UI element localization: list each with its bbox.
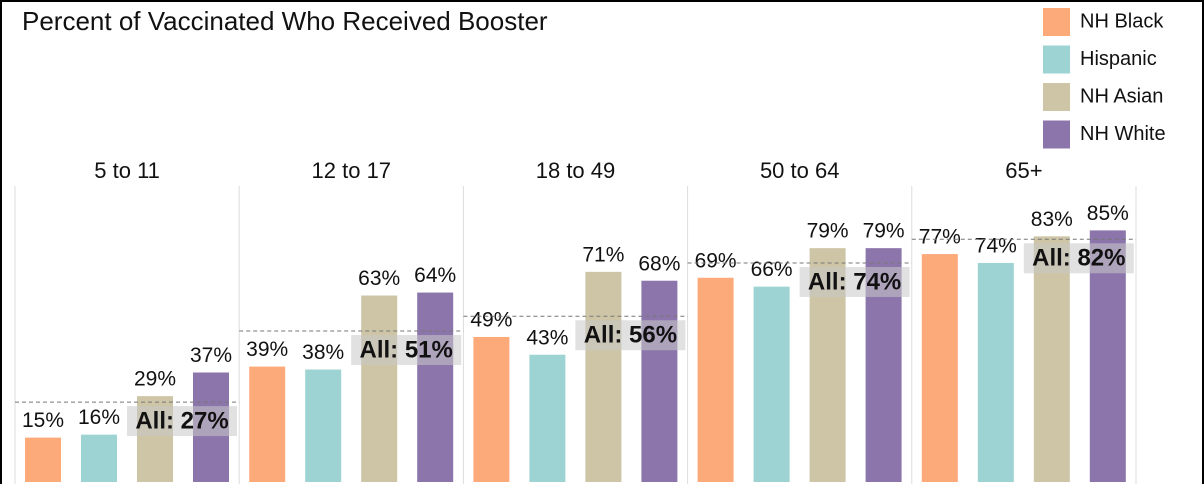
value-label: 77% <box>919 226 961 249</box>
bar <box>1033 236 1070 482</box>
value-label: 79% <box>863 220 905 243</box>
value-label: 15% <box>22 409 64 432</box>
value-label: 37% <box>190 344 232 367</box>
bar <box>25 437 61 482</box>
value-label: 38% <box>302 341 344 364</box>
overall-label: All: 56% <box>584 322 677 349</box>
overall-label-bg <box>575 320 686 351</box>
group-label: 50 to 64 <box>760 158 840 183</box>
value-label: 71% <box>582 243 624 266</box>
bar <box>249 366 286 482</box>
bar <box>81 434 117 482</box>
legend-label: Hispanic <box>1080 48 1157 70</box>
value-label: 43% <box>526 326 568 349</box>
value-label: 63% <box>358 267 400 290</box>
legend-swatch <box>1043 8 1070 36</box>
overall-label-bg <box>351 335 462 366</box>
value-label: 29% <box>134 368 176 391</box>
group-label: 65+ <box>1005 158 1042 183</box>
value-label: 49% <box>470 309 512 332</box>
overall-label-bg <box>1023 243 1134 274</box>
overall-label: All: 74% <box>808 268 901 295</box>
bar <box>361 295 398 482</box>
value-label: 85% <box>1087 202 1129 225</box>
group-label: 18 to 49 <box>536 158 616 183</box>
value-label: 83% <box>1031 208 1073 231</box>
value-label: 16% <box>78 406 120 429</box>
group-label: 5 to 11 <box>94 158 160 183</box>
bar <box>585 271 622 482</box>
value-label: 39% <box>246 338 288 361</box>
legend-swatch <box>1043 83 1070 111</box>
bar <box>921 254 958 482</box>
overall-label-bg <box>799 266 910 297</box>
legend-swatch <box>1043 120 1070 149</box>
value-label: 64% <box>414 264 456 287</box>
bar <box>529 354 566 482</box>
legend-label: NH Black <box>1080 10 1164 32</box>
value-label: 74% <box>975 235 1017 258</box>
overall-label: All: 27% <box>135 407 228 434</box>
overall-label: All: 82% <box>1032 245 1125 272</box>
legend-label: NH Asian <box>1080 85 1163 107</box>
value-label: 66% <box>751 258 793 281</box>
legend-swatch <box>1043 45 1070 74</box>
bar <box>417 292 454 482</box>
value-label: 79% <box>807 220 849 243</box>
value-label: 69% <box>695 249 737 272</box>
bar <box>977 262 1014 482</box>
bar <box>473 336 510 482</box>
group-label: 12 to 17 <box>312 158 392 183</box>
overall-label: All: 51% <box>360 336 453 363</box>
bar <box>697 277 734 482</box>
bar <box>641 280 678 482</box>
bar <box>753 286 790 482</box>
chart-title: Percent of Vaccinated Who Received Boost… <box>22 6 548 36</box>
bar <box>305 369 342 482</box>
value-label: 68% <box>638 252 680 275</box>
legend-label: NH White <box>1080 123 1166 145</box>
overall-label-bg <box>127 406 237 437</box>
